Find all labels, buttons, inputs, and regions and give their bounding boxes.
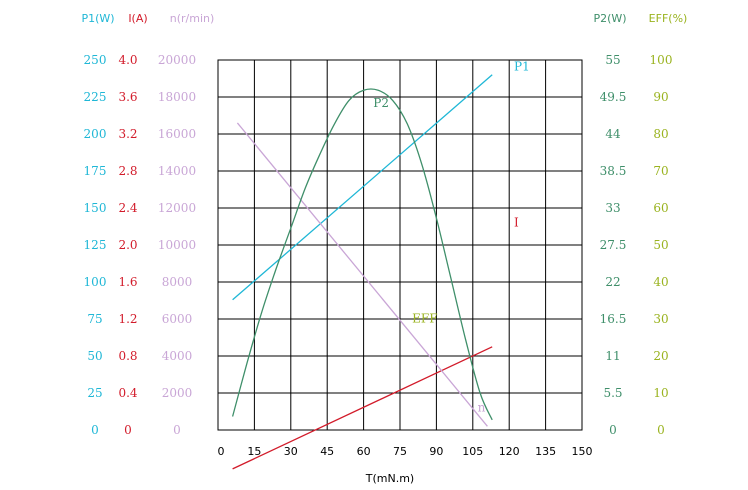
series-n-label: n <box>478 401 486 415</box>
i-tick-label: 0 <box>124 423 132 437</box>
p1-axis-header: P1(W) <box>81 12 114 25</box>
p1-tick-label: 25 <box>87 386 102 400</box>
p1-tick-label: 100 <box>84 275 107 289</box>
n-tick-label: 4000 <box>162 349 193 363</box>
eff-tick-label: 50 <box>653 238 668 252</box>
p2-tick-label: 5.5 <box>603 386 622 400</box>
i-tick-label: 4.0 <box>118 53 137 67</box>
i-tick-label: 1.6 <box>118 275 137 289</box>
n-tick-label: 18000 <box>158 90 196 104</box>
p2-tick-label: 11 <box>605 349 620 363</box>
series-i-label: I <box>514 216 519 230</box>
p1-tick-label: 175 <box>84 164 107 178</box>
i-tick-label: 2.8 <box>118 164 137 178</box>
p2-tick-label: 0 <box>609 423 617 437</box>
x-tick-label: 0 <box>218 445 225 458</box>
i-tick-label: 2.0 <box>118 238 137 252</box>
series-labels: P1 In P2 EFF <box>373 59 529 414</box>
n-axis-header: n(r/min) <box>170 12 215 25</box>
eff-tick-label: 20 <box>653 349 668 363</box>
series-p2-label: P2 <box>373 96 389 110</box>
p1-tick-label: 0 <box>91 423 99 437</box>
i-tick-label: 0.8 <box>118 349 137 363</box>
n-tick-label: 14000 <box>158 164 196 178</box>
x-tick-label: 60 <box>357 445 371 458</box>
p1-tick-label: 225 <box>84 90 107 104</box>
x-tick-label: 90 <box>429 445 443 458</box>
eff-tick-label: 90 <box>653 90 668 104</box>
n-tick-label: 12000 <box>158 201 196 215</box>
p1-tick-label: 150 <box>84 201 107 215</box>
eff-tick-label: 40 <box>653 275 668 289</box>
p1-tick-label: 75 <box>87 312 102 326</box>
x-tick-label: 135 <box>535 445 556 458</box>
eff-tick-label: 60 <box>653 201 668 215</box>
n-tick-label: 6000 <box>162 312 193 326</box>
p1-tick-label: 250 <box>84 53 107 67</box>
i-tick-label: 1.2 <box>118 312 137 326</box>
x-tick-label: 150 <box>572 445 593 458</box>
series-i-curve <box>232 346 493 470</box>
p1-tick-label: 200 <box>84 127 107 141</box>
x-tick-label: 15 <box>247 445 261 458</box>
curves <box>231 74 493 470</box>
series-n-curve <box>236 122 488 427</box>
series-p1-curve <box>232 74 493 301</box>
p2-tick-label: 22 <box>605 275 620 289</box>
i-tick-label: 2.4 <box>118 201 137 215</box>
x-tick-label: 30 <box>284 445 298 458</box>
n-tick-label: 0 <box>173 423 181 437</box>
p2-tick-label: 16.5 <box>600 312 627 326</box>
series-p2-curve <box>231 88 493 421</box>
eff-tick-label: 70 <box>653 164 668 178</box>
p2-tick-label: 44 <box>605 127 621 141</box>
plot-grid <box>217 59 583 431</box>
n-tick-label: 20000 <box>158 53 196 67</box>
x-tick-label: 120 <box>499 445 520 458</box>
eff-axis-header: EFF(%) <box>649 12 688 25</box>
x-tick-label: 105 <box>462 445 483 458</box>
eff-tick-label: 10 <box>653 386 668 400</box>
p2-tick-label: 33 <box>605 201 620 215</box>
tick-labels: P1(W)2502252001751501251007550250I(A)4.0… <box>81 12 687 458</box>
series-p1-label: P1 <box>514 59 530 73</box>
eff-tick-label: 100 <box>650 53 673 67</box>
n-tick-label: 16000 <box>158 127 196 141</box>
p2-axis-header: P2(W) <box>593 12 626 25</box>
p2-tick-label: 49.5 <box>600 90 627 104</box>
x-axis-label: T(mN.m) <box>365 472 414 485</box>
p1-tick-label: 50 <box>87 349 102 363</box>
eff-tick-label: 80 <box>653 127 668 141</box>
n-tick-label: 8000 <box>162 275 193 289</box>
x-tick-label: 45 <box>320 445 334 458</box>
i-tick-label: 3.6 <box>118 90 137 104</box>
p2-tick-label: 55 <box>605 53 620 67</box>
p1-tick-label: 125 <box>84 238 107 252</box>
eff-tick-label: 30 <box>653 312 668 326</box>
series-eff-label: EFF <box>412 312 437 326</box>
n-tick-label: 10000 <box>158 238 196 252</box>
p2-tick-label: 38.5 <box>600 164 627 178</box>
x-tick-label: 75 <box>393 445 407 458</box>
i-tick-label: 3.2 <box>118 127 137 141</box>
eff-tick-label: 0 <box>657 423 665 437</box>
n-tick-label: 2000 <box>162 386 193 400</box>
i-axis-header: I(A) <box>128 12 147 25</box>
i-tick-label: 0.4 <box>118 386 137 400</box>
p2-tick-label: 27.5 <box>600 238 627 252</box>
